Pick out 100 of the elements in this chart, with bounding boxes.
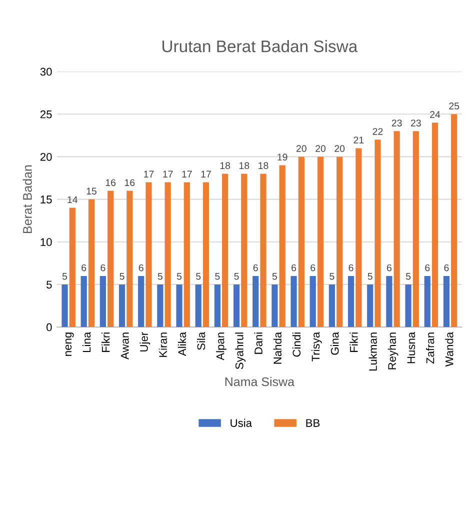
y-tick-label: 15 xyxy=(40,196,52,204)
data-label: 5 xyxy=(406,272,411,280)
bar xyxy=(157,284,164,328)
data-label: 21 xyxy=(354,136,364,144)
data-label: 6 xyxy=(310,264,316,272)
bar xyxy=(317,156,324,328)
x-tick-label: Alpan xyxy=(216,332,226,360)
bar xyxy=(138,276,144,328)
data-label: 6 xyxy=(292,264,296,272)
data-label: 5 xyxy=(158,272,162,280)
data-label: 6 xyxy=(100,264,106,272)
bar xyxy=(290,276,297,328)
data-label: 22 xyxy=(372,128,383,135)
x-tick-label: Alika xyxy=(178,332,186,356)
bar xyxy=(424,276,430,328)
x-tick-label: Trisya xyxy=(311,332,322,362)
bar xyxy=(405,284,412,328)
bar xyxy=(184,182,190,328)
data-label: 5 xyxy=(234,272,239,280)
data-label: 6 xyxy=(348,264,354,272)
x-tick-label: Fikri xyxy=(350,332,358,352)
data-label: 5 xyxy=(120,272,124,280)
bar xyxy=(348,276,354,328)
data-label: 19 xyxy=(278,154,288,161)
data-label: 17 xyxy=(163,170,173,178)
y-tick-label: 5 xyxy=(46,280,52,289)
data-label: 17 xyxy=(182,170,192,178)
x-tick-label: Ujer xyxy=(140,332,150,352)
x-tick-label: Gina xyxy=(330,332,339,355)
x-tick-label: Nahda xyxy=(273,332,282,364)
bar xyxy=(412,131,419,328)
legend-label: BB xyxy=(306,419,320,427)
data-label: 5 xyxy=(176,272,182,280)
bar xyxy=(176,284,182,328)
data-label: 18 xyxy=(220,162,230,170)
bar xyxy=(214,284,220,328)
y-axis-title: Berat Badan xyxy=(22,165,32,234)
x-tick-label: Fikri xyxy=(102,332,110,352)
data-label: 5 xyxy=(62,272,68,280)
x-tick-label: Cindi xyxy=(292,332,301,357)
bar xyxy=(126,190,133,328)
x-tick-label: neng xyxy=(65,332,74,356)
data-label: 14 xyxy=(68,196,78,204)
data-label: 23 xyxy=(411,120,421,126)
data-label: 6 xyxy=(82,264,86,272)
x-tick-label: Lina xyxy=(82,332,91,352)
x-axis-title: Nama Siswa xyxy=(225,376,294,386)
data-label: 20 xyxy=(296,145,306,152)
bar xyxy=(386,276,392,328)
data-label: 6 xyxy=(425,264,430,272)
data-label: 5 xyxy=(330,272,334,280)
bar xyxy=(394,131,400,328)
x-tick-label: Reyhan xyxy=(388,332,398,370)
x-tick-label: Awan xyxy=(121,332,129,360)
bar xyxy=(252,276,259,328)
bar xyxy=(374,140,381,328)
bar xyxy=(443,276,450,328)
x-tick-label: Kiran xyxy=(158,332,167,357)
bar xyxy=(195,284,202,328)
bar xyxy=(328,284,335,328)
x-tick-label: Zafran xyxy=(426,332,434,364)
bar xyxy=(233,284,240,328)
data-label: 17 xyxy=(201,170,211,178)
x-tick-label: Wanda xyxy=(445,332,454,367)
bar xyxy=(367,284,374,328)
bar xyxy=(222,174,228,328)
x-tick-label: Syahrul xyxy=(235,332,246,370)
bar xyxy=(146,182,152,328)
y-tick-label: 30 xyxy=(40,68,52,76)
bar xyxy=(451,114,458,328)
data-label: 6 xyxy=(386,264,392,272)
y-tick-label: 25 xyxy=(40,110,52,118)
data-label: 16 xyxy=(124,179,135,186)
data-label: 6 xyxy=(253,264,258,272)
x-tick-label: Dani xyxy=(254,332,262,354)
bar xyxy=(108,190,114,328)
bar xyxy=(272,284,278,328)
data-label: 17 xyxy=(144,170,154,178)
data-label: 6 xyxy=(138,264,144,272)
bar xyxy=(100,276,106,328)
bar xyxy=(260,174,266,328)
bar xyxy=(432,122,438,328)
data-label: 6 xyxy=(444,264,449,272)
bar xyxy=(88,199,95,328)
x-tick-label: Husna xyxy=(407,332,416,364)
data-label: 18 xyxy=(239,162,250,170)
data-label: 5 xyxy=(215,272,220,280)
x-tick-label: Lukman xyxy=(368,332,377,371)
data-label: 24 xyxy=(430,111,440,118)
bar xyxy=(80,276,87,328)
data-label: 25 xyxy=(449,102,460,110)
bar xyxy=(336,156,343,328)
data-label: 16 xyxy=(106,179,116,186)
bar xyxy=(279,165,286,328)
data-label: 20 xyxy=(316,145,326,152)
y-tick-label: 20 xyxy=(40,152,52,161)
y-tick-label: 0 xyxy=(46,323,52,332)
data-label: 5 xyxy=(272,272,277,280)
data-label: 23 xyxy=(392,120,402,126)
bar xyxy=(298,156,304,328)
